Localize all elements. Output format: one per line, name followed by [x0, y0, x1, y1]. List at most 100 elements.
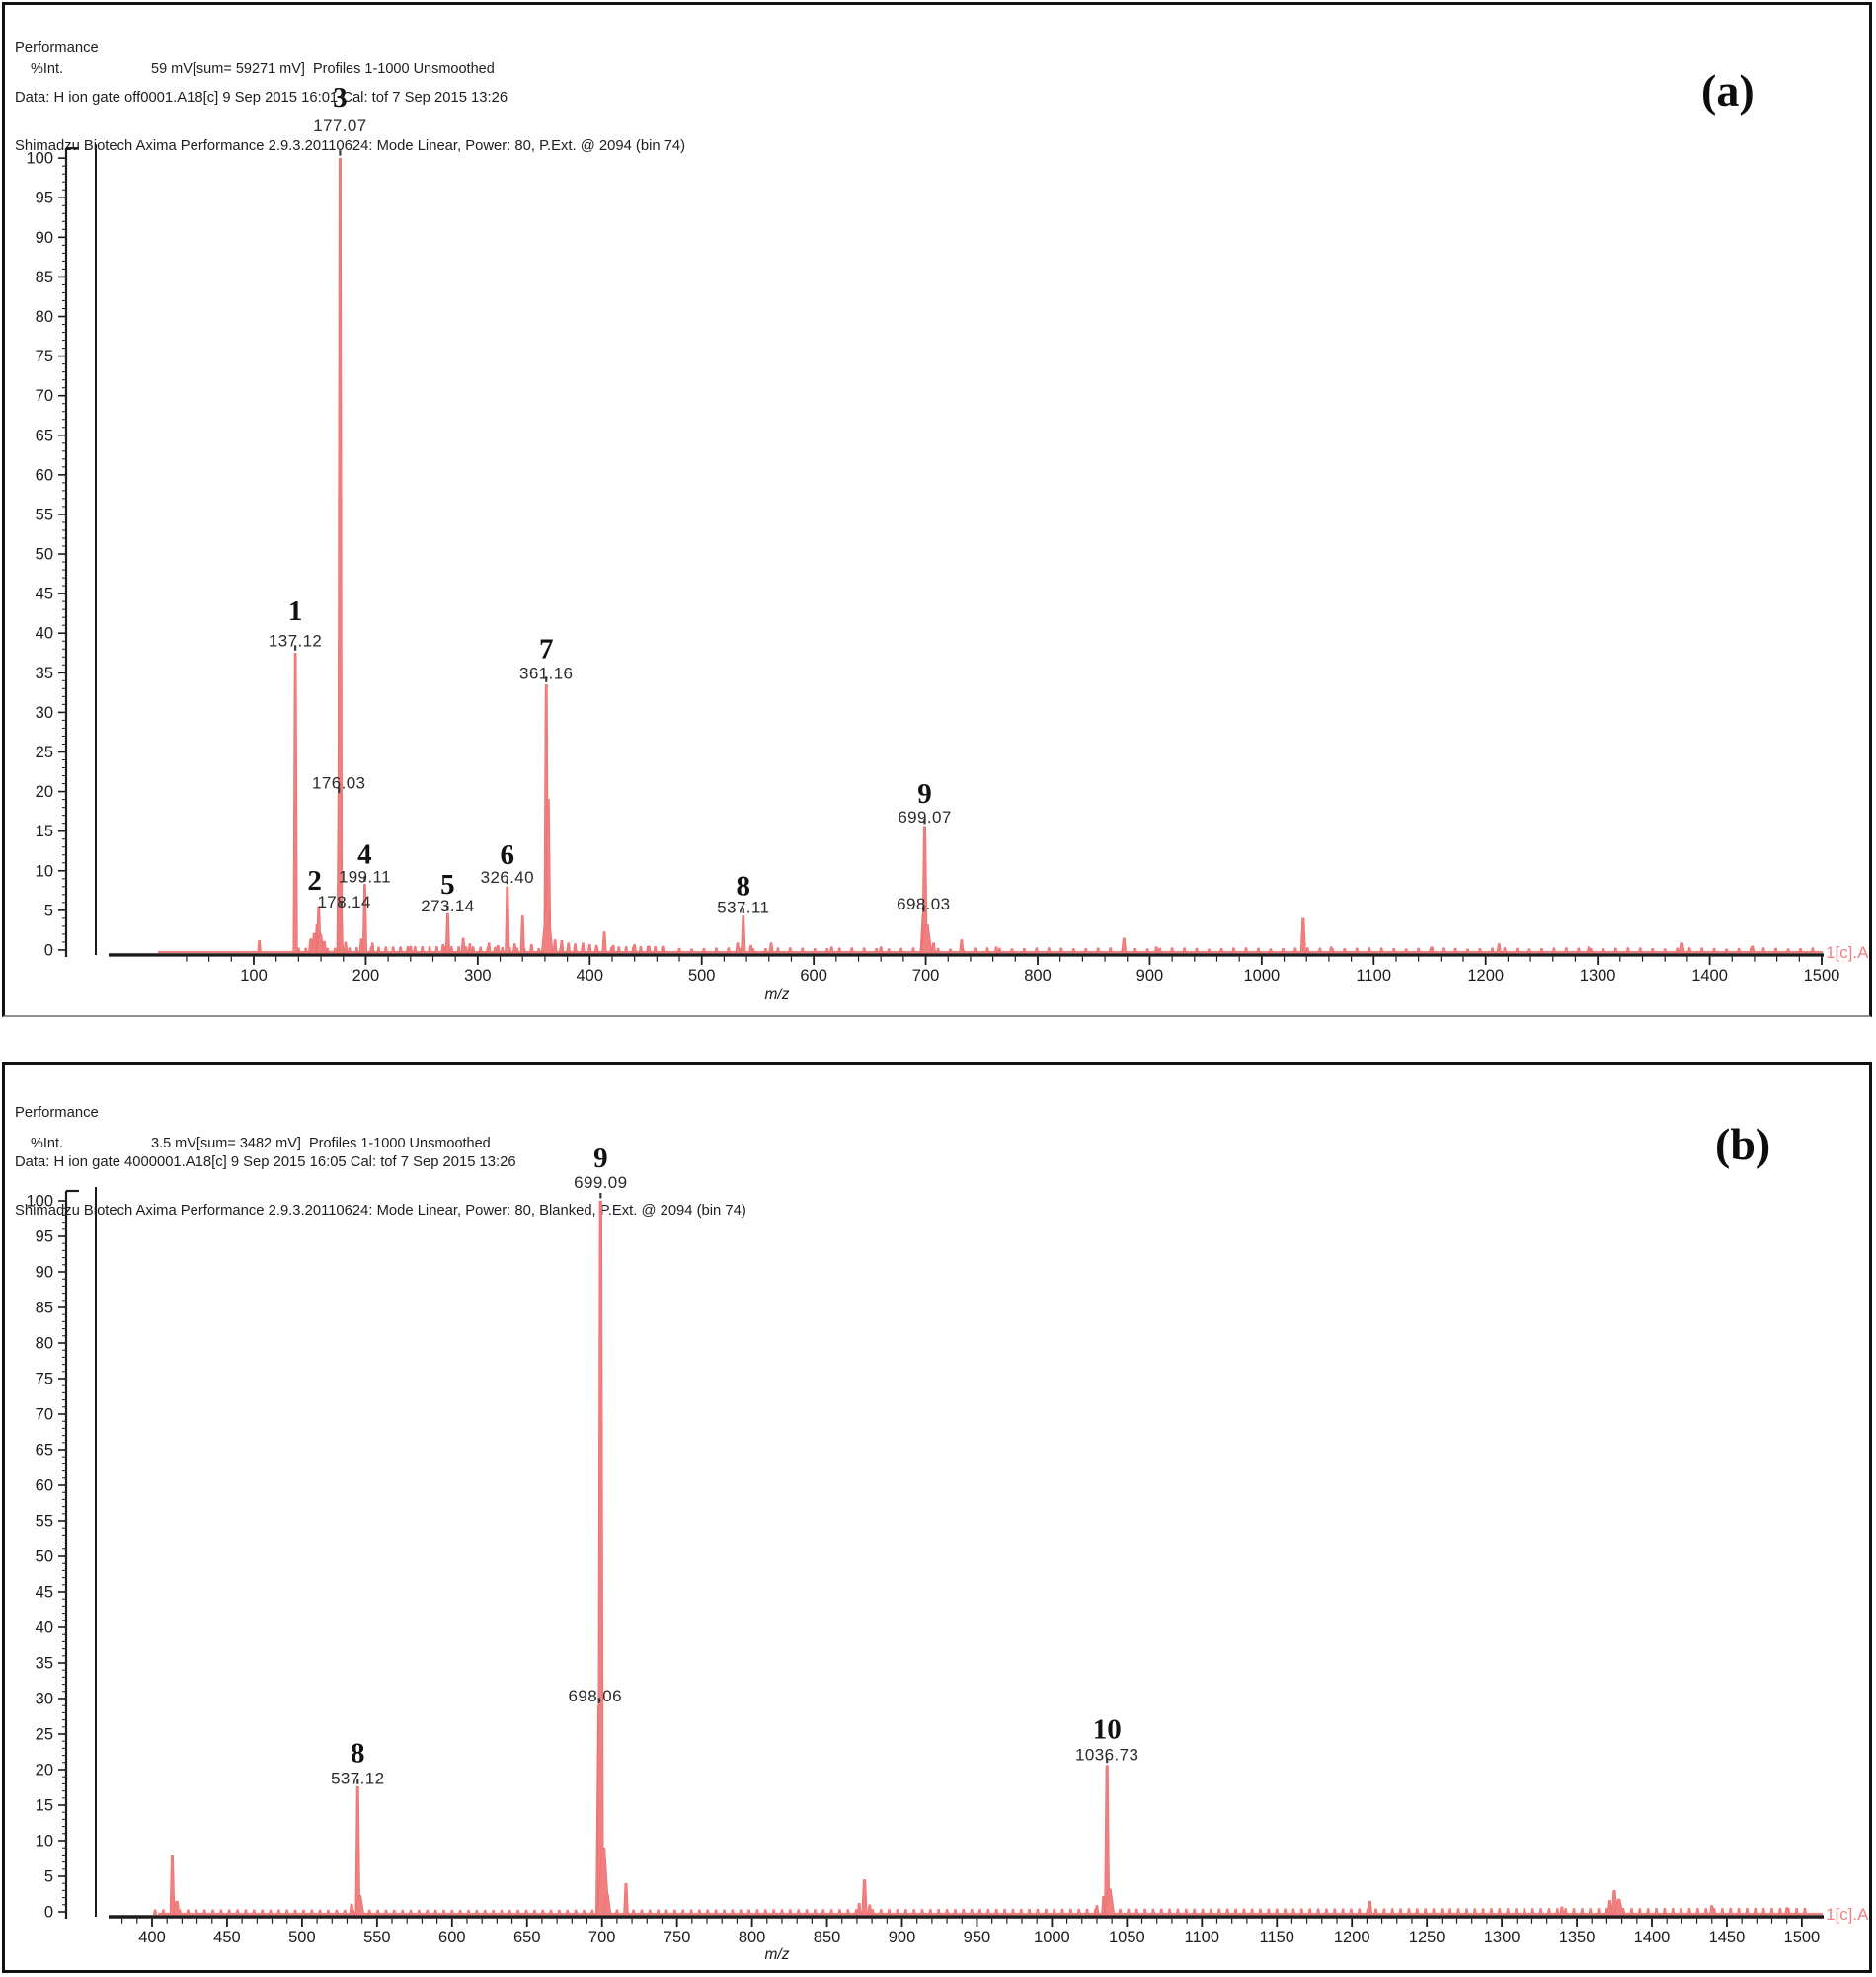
- svg-text:400: 400: [577, 967, 604, 985]
- svg-text:500: 500: [688, 967, 716, 985]
- svg-text:700: 700: [588, 1929, 616, 1946]
- header-line-instrument: Shimadzu Biotech Axima Performance 2.9.3…: [15, 1203, 746, 1219]
- svg-text:70: 70: [36, 1406, 53, 1424]
- svg-text:90: 90: [36, 1264, 53, 1282]
- svg-text:75: 75: [36, 348, 53, 365]
- svg-text:1400: 1400: [1691, 967, 1728, 985]
- svg-text:9: 9: [593, 1143, 608, 1174]
- svg-text:2: 2: [307, 865, 321, 897]
- svg-text:25: 25: [36, 744, 53, 761]
- svg-text:85: 85: [36, 269, 53, 286]
- svg-text:537.12: 537.12: [331, 1769, 384, 1787]
- svg-text:30: 30: [36, 1691, 53, 1708]
- svg-text:20: 20: [36, 1762, 53, 1779]
- svg-text:1450: 1450: [1709, 1929, 1746, 1946]
- svg-text:30: 30: [36, 704, 53, 722]
- svg-text:100: 100: [26, 150, 53, 168]
- header-line-data: Data: H ion gate off0001.A18[c] 9 Sep 20…: [15, 89, 508, 106]
- svg-text:1000: 1000: [1034, 1929, 1070, 1946]
- svg-text:699.09: 699.09: [574, 1173, 627, 1192]
- svg-text:15: 15: [36, 823, 53, 840]
- svg-text:900: 900: [889, 1929, 916, 1946]
- svg-text:25: 25: [36, 1726, 53, 1744]
- svg-text:450: 450: [213, 1929, 241, 1946]
- svg-text:1: 1: [288, 595, 302, 627]
- acquisition-info: 3.5 mV[sum= 3482 mV] Profiles 1-1000 Uns…: [151, 1136, 491, 1151]
- svg-text:1400: 1400: [1634, 1929, 1671, 1946]
- svg-text:1300: 1300: [1484, 1929, 1521, 1946]
- svg-text:75: 75: [36, 1371, 53, 1388]
- svg-text:750: 750: [664, 1929, 691, 1946]
- svg-text:95: 95: [36, 1228, 53, 1246]
- intensity-axis-label: %Int.: [31, 1136, 64, 1151]
- svg-text:600: 600: [438, 1929, 466, 1946]
- svg-text:200: 200: [352, 967, 380, 985]
- svg-text:550: 550: [363, 1929, 391, 1946]
- svg-text:45: 45: [36, 1584, 53, 1602]
- header-line-performance: Performance: [15, 1105, 99, 1121]
- svg-text:85: 85: [36, 1300, 53, 1317]
- spectrum-panel-b: Performance Data: H ion gate 4000001.A18…: [2, 1062, 1872, 1973]
- svg-text:100: 100: [240, 967, 268, 985]
- svg-text:1000: 1000: [1244, 967, 1281, 985]
- svg-text:800: 800: [1024, 967, 1052, 985]
- svg-text:7: 7: [539, 633, 553, 665]
- svg-text:1300: 1300: [1580, 967, 1616, 985]
- svg-text:1150: 1150: [1260, 1929, 1294, 1946]
- svg-text:55: 55: [36, 506, 53, 523]
- svg-text:10: 10: [1093, 1714, 1122, 1746]
- mass-spectrum-chart-b: 0 5 10 15 20 25 30 35 40 45 50 55 60 65 70 75 80 85 90 95 10…: [26, 1143, 1869, 1963]
- svg-text:10: 10: [36, 862, 53, 880]
- svg-text:8: 8: [737, 870, 750, 902]
- svg-text:5: 5: [44, 1868, 53, 1886]
- svg-text:698.06: 698.06: [569, 1687, 622, 1705]
- svg-text:8: 8: [351, 1737, 365, 1769]
- svg-text:90: 90: [36, 229, 53, 247]
- svg-text:35: 35: [36, 665, 53, 682]
- svg-text:1100: 1100: [1357, 967, 1391, 985]
- svg-text:177.07: 177.07: [313, 117, 366, 135]
- spectrum-panel-a: Performance Data: H ion gate off0001.A18…: [2, 2, 1872, 1017]
- svg-text:50: 50: [36, 1548, 53, 1566]
- acquisition-info: 59 mV[sum= 59271 mV] Profiles 1-1000 Uns…: [151, 61, 495, 77]
- svg-text:326.40: 326.40: [481, 868, 534, 887]
- svg-text:80: 80: [36, 1335, 53, 1353]
- svg-text:80: 80: [36, 308, 53, 326]
- svg-text:m/z: m/z: [765, 1946, 790, 1963]
- svg-text:3: 3: [333, 82, 347, 114]
- svg-text:9: 9: [917, 778, 931, 810]
- svg-text:5: 5: [44, 902, 53, 919]
- panel-a-tag: (a): [1701, 65, 1755, 116]
- svg-text:500: 500: [288, 1929, 316, 1946]
- header-line-performance: Performance: [15, 40, 99, 56]
- svg-text:137.12: 137.12: [269, 631, 322, 650]
- svg-text:1500: 1500: [1804, 967, 1840, 985]
- header-line-instrument: Shimadzu Biotech Axima Performance 2.9.3…: [15, 138, 686, 154]
- svg-text:176.03: 176.03: [312, 774, 365, 793]
- spectrum-header: Performance Data: H ion gate 4000001.A18…: [15, 1072, 746, 1252]
- svg-text:70: 70: [36, 387, 53, 405]
- svg-text:1[c].A1: 1[c].A1: [1826, 943, 1869, 962]
- svg-text:698.03: 698.03: [897, 895, 950, 913]
- svg-text:15: 15: [36, 1797, 53, 1815]
- svg-text:300: 300: [464, 967, 492, 985]
- svg-text:699.07: 699.07: [898, 808, 951, 827]
- svg-text:361.16: 361.16: [519, 664, 573, 682]
- svg-text:100: 100: [26, 1193, 53, 1211]
- svg-text:55: 55: [36, 1513, 53, 1531]
- svg-text:60: 60: [36, 466, 53, 484]
- svg-text:1100: 1100: [1185, 1929, 1219, 1946]
- svg-text:1500: 1500: [1784, 1929, 1821, 1946]
- svg-text:1036.73: 1036.73: [1075, 1746, 1138, 1765]
- svg-text:650: 650: [513, 1929, 541, 1946]
- header-line-data: Data: H ion gate 4000001.A18[c] 9 Sep 20…: [15, 1153, 516, 1170]
- svg-text:4: 4: [357, 838, 371, 870]
- svg-text:1050: 1050: [1109, 1929, 1145, 1946]
- svg-text:50: 50: [36, 546, 53, 564]
- svg-text:0: 0: [44, 941, 53, 959]
- svg-text:178.14: 178.14: [317, 893, 370, 911]
- svg-text:1250: 1250: [1409, 1929, 1446, 1946]
- svg-text:1200: 1200: [1467, 967, 1504, 985]
- svg-text:10: 10: [36, 1833, 53, 1851]
- svg-text:6: 6: [501, 839, 514, 871]
